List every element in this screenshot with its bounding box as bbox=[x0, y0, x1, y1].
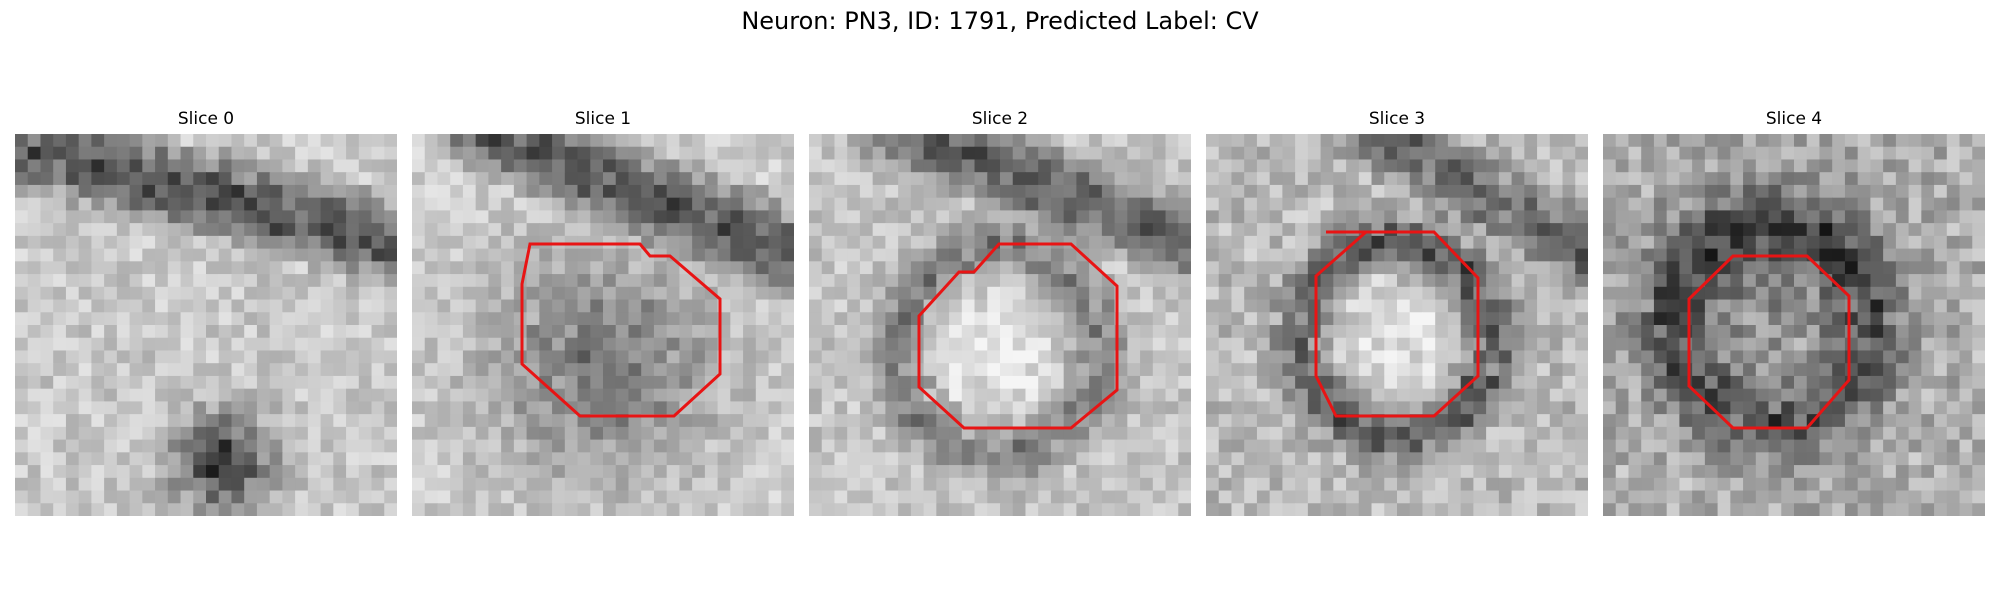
slice-1-contour bbox=[520, 242, 722, 418]
pixel-grid bbox=[1603, 134, 1985, 516]
slice-2-contour bbox=[917, 242, 1119, 430]
slice-4-microscopy bbox=[1603, 134, 1985, 516]
pixel-grid bbox=[1206, 134, 1588, 516]
slice-4-title: Slice 4 bbox=[1765, 109, 1823, 129]
slice-2-title: Slice 2 bbox=[971, 109, 1029, 129]
slice-4-contour bbox=[1687, 254, 1851, 430]
slice-0-title: Slice 0 bbox=[177, 109, 235, 129]
pixel-grid bbox=[412, 134, 794, 516]
slice-4-image bbox=[1603, 134, 1985, 516]
pixel-grid bbox=[809, 134, 1191, 516]
slice-2-microscopy bbox=[809, 134, 1191, 516]
figure-title: Neuron: PN3, ID: 1791, Predicted Label: … bbox=[741, 7, 1259, 35]
slice-2-image bbox=[809, 134, 1191, 516]
slice-3-contour bbox=[1314, 230, 1480, 418]
slice-3-image bbox=[1206, 134, 1588, 516]
slice-0-image bbox=[15, 134, 397, 516]
slice-3-title: Slice 3 bbox=[1368, 109, 1426, 129]
slice-1-image bbox=[412, 134, 794, 516]
slice-3-microscopy bbox=[1206, 134, 1588, 516]
pixel-grid bbox=[15, 134, 397, 516]
slice-1-title: Slice 1 bbox=[574, 109, 632, 129]
slice-0-microscopy bbox=[15, 134, 397, 516]
slice-1-microscopy bbox=[412, 134, 794, 516]
